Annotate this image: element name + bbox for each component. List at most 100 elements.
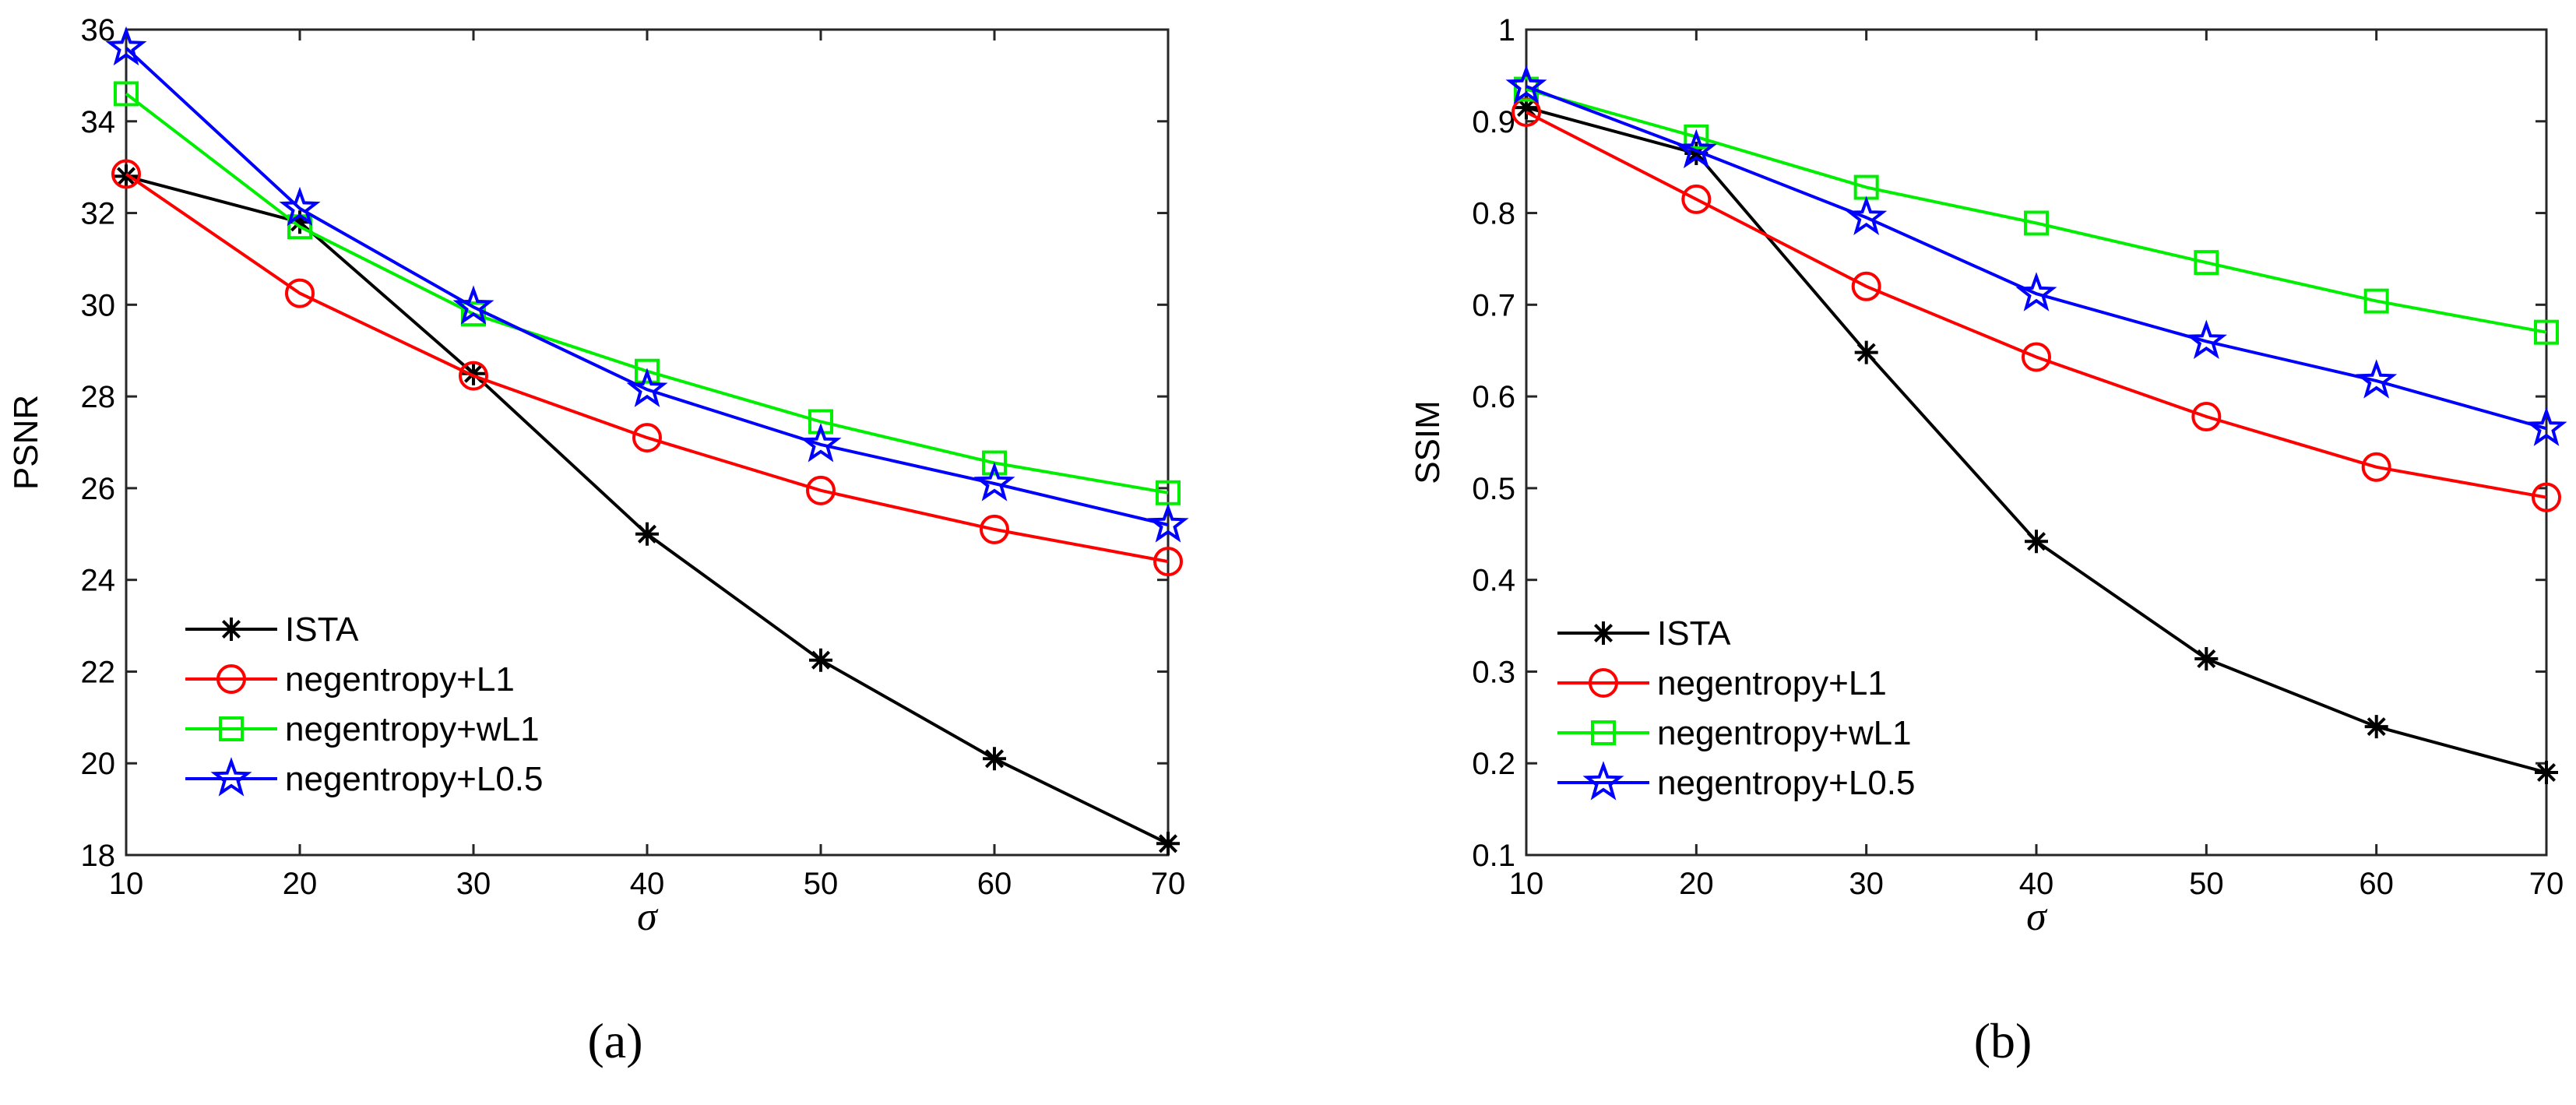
legend-entry-label: negentropy+wL1 <box>285 710 540 748</box>
data-point <box>1505 65 1547 104</box>
data-point <box>1675 128 1717 169</box>
data-point <box>635 358 660 384</box>
data-point <box>2194 647 2219 670</box>
legend-marker <box>216 664 246 694</box>
data-point <box>279 186 321 227</box>
series-ista <box>1515 96 2558 784</box>
data-point <box>2194 250 2219 276</box>
legend-marker <box>220 618 243 641</box>
data-point <box>1681 184 1712 214</box>
x-tick-label: 60 <box>977 867 1012 901</box>
data-point <box>808 409 833 435</box>
data-point <box>626 368 668 407</box>
data-point <box>982 450 1007 476</box>
x-tick-label: 10 <box>109 867 144 901</box>
series-negentropy-wl1 <box>1514 76 2559 345</box>
x-tick-label: 30 <box>1849 867 1884 901</box>
data-point <box>2525 406 2567 446</box>
data-point <box>114 164 138 188</box>
series-ista <box>114 164 1180 856</box>
legend-entry-label: negentropy+L0.5 <box>285 760 544 798</box>
series-line <box>1526 111 2547 499</box>
legend-marker <box>1591 720 1616 745</box>
series-negentropy-l0-5 <box>105 26 1189 543</box>
data-point <box>1156 832 1180 856</box>
series-line <box>125 47 1169 526</box>
data-point <box>2025 530 2048 554</box>
data-point <box>1846 195 1888 236</box>
data-point <box>809 648 832 672</box>
panel-b-ssim-chart: 10 20 30 40 50 60 70 0.1 0.2 0.3 0.4 0.5 0.6 0.7 0.8 0.… <box>1409 13 2567 1068</box>
x-tick-label: 20 <box>283 867 318 901</box>
data-point <box>2361 452 2391 482</box>
legend-marker <box>219 716 244 741</box>
data-point <box>462 361 485 385</box>
data-point <box>980 514 1009 544</box>
plot-area-frame <box>125 28 1170 857</box>
data-point <box>2532 482 2561 512</box>
data-point <box>285 278 315 308</box>
y-tick-label: 0.5 <box>1472 472 1515 506</box>
data-point <box>288 210 311 234</box>
legend: ISTA negentropy+L1 negentropy+wL1 negentrop… <box>185 611 544 798</box>
data-point <box>2022 342 2051 372</box>
data-point <box>973 462 1015 501</box>
data-point <box>2535 761 2558 784</box>
data-point <box>452 285 494 325</box>
y-tick-label: 1 <box>1498 13 1515 48</box>
legend-marker <box>1582 761 1624 801</box>
x-axis-label: σ <box>637 895 659 939</box>
legend-marker <box>1592 621 1615 645</box>
legend: ISTA negentropy+L1 negentropy+wL1 negentrop… <box>1557 614 1916 802</box>
panel-label: (b) <box>1974 1013 2032 1068</box>
legend-entry-label: negentropy+L1 <box>1657 664 1887 702</box>
y-tick-label: 0.9 <box>1472 105 1515 139</box>
data-point <box>105 26 147 66</box>
data-point <box>632 423 662 453</box>
y-tick-label: 0.6 <box>1472 380 1515 414</box>
panel-label: (a) <box>587 1013 642 1068</box>
data-point <box>1854 340 1878 364</box>
data-point <box>459 361 488 391</box>
series-negentropy-wl1 <box>114 81 1181 505</box>
data-point <box>2363 288 2389 314</box>
data-point <box>1147 503 1189 543</box>
x-tick-label: 20 <box>1679 867 1714 901</box>
x-tick-label: 60 <box>2359 867 2394 901</box>
x-tick-label: 70 <box>1151 867 1186 901</box>
series-line <box>1526 85 2547 431</box>
legend-entry-label: negentropy+wL1 <box>1657 714 1912 752</box>
legend-marker <box>1589 668 1618 698</box>
data-point <box>2356 359 2398 399</box>
panel-a-psnr-chart: 10 20 30 40 50 60 7018202224262830323436σPSNRI… <box>7 13 1189 1068</box>
x-tick-label: 50 <box>2189 867 2224 901</box>
data-point <box>2024 210 2049 236</box>
data-point <box>111 159 141 189</box>
y-tick-label: 18 <box>81 839 116 873</box>
y-tick-label: 0.7 <box>1472 288 1515 322</box>
data-point <box>2364 715 2388 739</box>
y-tick-label: 20 <box>81 747 116 781</box>
y-tick-label: 0.1 <box>1472 839 1515 873</box>
y-tick-label: 32 <box>81 197 116 231</box>
x-tick-label: 30 <box>456 867 491 901</box>
x-tick-label: 40 <box>2019 867 2054 901</box>
y-tick-label: 0.8 <box>1472 197 1515 231</box>
legend-entry-label: negentropy+L0.5 <box>1657 764 1916 802</box>
data-point <box>114 81 139 107</box>
y-tick-label: 34 <box>81 105 116 139</box>
y-tick-label: 28 <box>81 380 116 414</box>
y-tick-label: 22 <box>81 655 116 689</box>
data-point <box>2191 402 2222 432</box>
data-point <box>2015 272 2057 311</box>
data-point <box>1851 271 1881 301</box>
data-point <box>635 522 659 546</box>
x-tick-label: 50 <box>804 867 839 901</box>
y-tick-label: 0.2 <box>1472 747 1515 781</box>
data-point <box>1684 124 1709 150</box>
x-axis-label: σ <box>2026 895 2048 939</box>
data-point <box>1515 96 1538 120</box>
series-line <box>125 174 1169 846</box>
data-point <box>806 475 836 505</box>
